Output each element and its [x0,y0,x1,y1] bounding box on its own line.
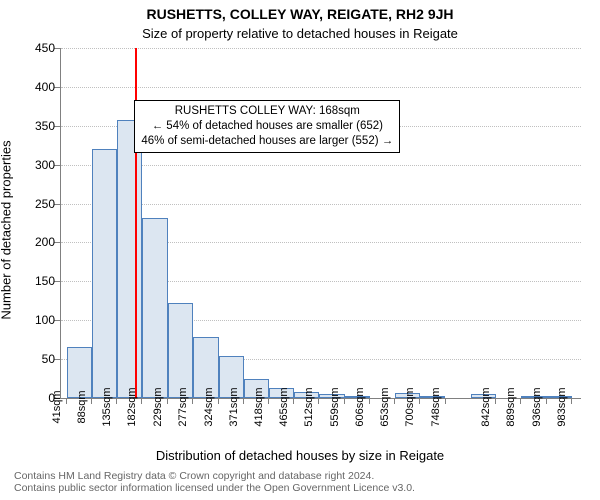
x-tick [369,398,370,404]
histogram-bar [168,303,193,398]
annotation-box: RUSHETTS COLLEY WAY: 168sqm← 54% of deta… [134,100,400,153]
x-tick [91,398,92,404]
x-tick [192,398,193,404]
x-tick [394,398,395,404]
x-tick-label: 936sqm [531,387,543,426]
x-tick [116,398,117,404]
y-tick-label: 100 [15,313,55,327]
x-tick [66,398,67,404]
y-tick-label: 450 [15,41,55,55]
y-tick-label: 250 [15,197,55,211]
annotation-line: ← 54% of detached houses are smaller (65… [141,119,393,134]
x-tick-label: 182sqm [126,387,138,426]
x-tick [520,398,521,404]
x-tick [571,398,572,404]
x-tick-label: 653sqm [379,387,391,426]
x-tick-label: 371sqm [228,387,240,426]
x-tick [318,398,319,404]
x-tick [344,398,345,404]
y-tick-label: 350 [15,119,55,133]
x-tick [167,398,168,404]
gridline [61,87,581,88]
x-axis-label: Distribution of detached houses by size … [0,448,600,463]
x-tick-label: 88sqm [76,390,88,423]
histogram-bar [142,218,167,398]
x-tick-label: 229sqm [152,387,164,426]
x-tick-label: 418sqm [253,387,265,426]
y-tick-label: 0 [15,391,55,405]
x-tick-label: 277sqm [177,387,189,426]
footer-attribution: Contains HM Land Registry data © Crown c… [14,470,415,494]
y-tick-label: 300 [15,158,55,172]
x-tick [495,398,496,404]
x-tick [546,398,547,404]
annotation-line: RUSHETTS COLLEY WAY: 168sqm [141,104,393,119]
x-tick-label: 983sqm [556,387,568,426]
x-tick [141,398,142,404]
x-tick-label: 559sqm [329,387,341,426]
x-tick [419,398,420,404]
chart-title-sub: Size of property relative to detached ho… [0,26,600,41]
x-tick [445,398,446,404]
plot-area: RUSHETTS COLLEY WAY: 168sqm← 54% of deta… [60,48,581,399]
x-tick-label: 748sqm [430,387,442,426]
x-tick [243,398,244,404]
x-tick [268,398,269,404]
x-tick-label: 324sqm [203,387,215,426]
chart-container: RUSHETTS, COLLEY WAY, REIGATE, RH2 9JH S… [0,0,600,500]
x-tick-label: 465sqm [278,387,290,426]
x-tick-label: 606sqm [354,387,366,426]
y-tick-label: 400 [15,80,55,94]
annotation-line: 46% of semi-detached houses are larger (… [141,134,393,149]
histogram-bar [117,120,142,398]
x-tick-label: 512sqm [303,387,315,426]
x-tick-label: 842sqm [480,387,492,426]
x-tick-label: 135sqm [101,387,113,426]
x-tick-label: 41sqm [51,390,63,423]
x-tick-label: 700sqm [404,387,416,426]
y-axis-label: Number of detached properties [0,140,14,319]
x-tick [218,398,219,404]
x-tick [293,398,294,404]
chart-title-main: RUSHETTS, COLLEY WAY, REIGATE, RH2 9JH [0,6,600,22]
footer-line: Contains public sector information licen… [14,482,415,494]
y-tick-label: 150 [15,274,55,288]
histogram-bar [92,149,117,398]
footer-line: Contains HM Land Registry data © Crown c… [14,470,415,482]
x-tick-label: 889sqm [505,387,517,426]
y-tick-label: 50 [15,352,55,366]
gridline [61,48,581,49]
y-tick-label: 200 [15,235,55,249]
